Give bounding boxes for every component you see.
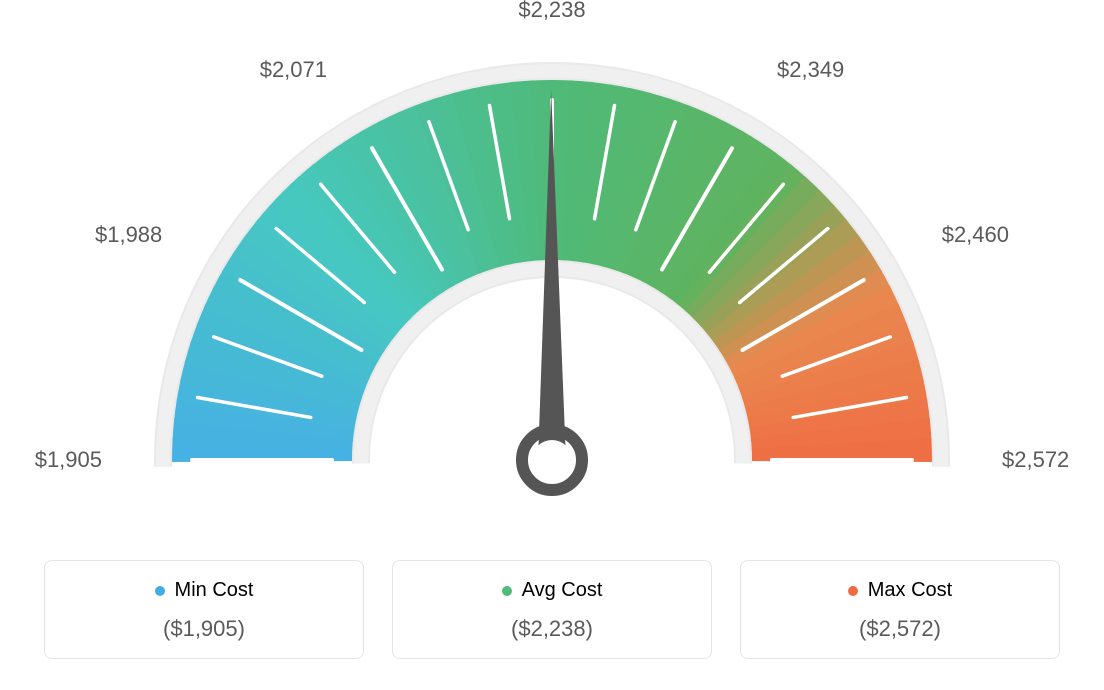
legend-value-min: ($1,905) — [55, 616, 353, 642]
legend-label-avg: Avg Cost — [522, 579, 603, 602]
legend-row: Min Cost ($1,905) Avg Cost ($2,238) Max … — [20, 560, 1084, 659]
legend-dot-max — [848, 586, 858, 596]
legend-card-max: Max Cost ($2,572) — [740, 560, 1060, 659]
gauge-tick-label: $2,460 — [942, 222, 1009, 248]
gauge-svg — [20, 20, 1084, 530]
legend-value-avg: ($2,238) — [403, 616, 701, 642]
gauge-tick-label: $2,071 — [260, 57, 327, 83]
legend-title-avg: Avg Cost — [502, 579, 603, 602]
gauge-tick-label: $1,988 — [95, 222, 162, 248]
legend-title-min: Min Cost — [155, 579, 254, 602]
legend-card-min: Min Cost ($1,905) — [44, 560, 364, 659]
legend-card-avg: Avg Cost ($2,238) — [392, 560, 712, 659]
legend-label-max: Max Cost — [868, 579, 952, 602]
legend-label-min: Min Cost — [175, 579, 254, 602]
gauge-chart: $1,905$1,988$2,071$2,238$2,349$2,460$2,5… — [20, 20, 1084, 530]
gauge-tick-label: $2,572 — [1002, 447, 1069, 473]
legend-value-max: ($2,572) — [751, 616, 1049, 642]
legend-dot-avg — [502, 586, 512, 596]
gauge-tick-label: $2,349 — [777, 57, 844, 83]
legend-title-max: Max Cost — [848, 579, 952, 602]
legend-dot-min — [155, 586, 165, 596]
gauge-tick-label: $1,905 — [35, 447, 102, 473]
gauge-tick-label: $2,238 — [518, 0, 585, 23]
